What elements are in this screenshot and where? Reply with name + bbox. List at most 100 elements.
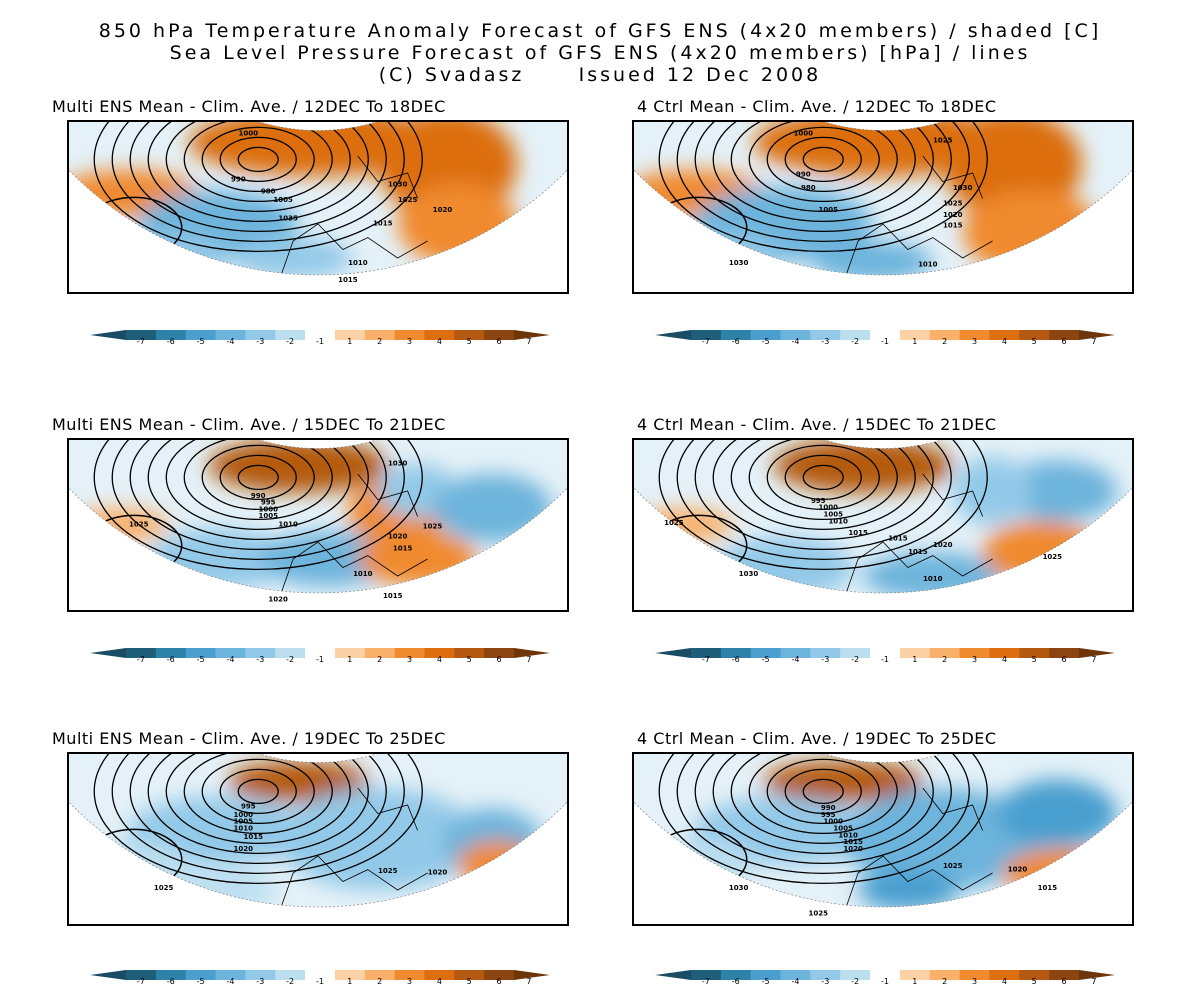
map-outline <box>634 754 1132 908</box>
color-scale-tick-label: -1 <box>316 977 324 986</box>
color-scale-tick-label: -2 <box>286 977 295 986</box>
color-scale-graphic <box>90 648 550 658</box>
header-line-1: 850 hPa Temperature Anomaly Forecast of … <box>98 20 1102 42</box>
color-scale-max-arrow <box>1079 970 1115 980</box>
anomaly-region <box>432 474 553 542</box>
isobar-label: 1000 <box>823 818 843 826</box>
isobar-label: 1020 <box>433 206 453 214</box>
color-scale-tick-label: -7 <box>136 655 145 664</box>
color-scale-segment <box>899 970 931 980</box>
isobar-label: 1015 <box>943 221 963 229</box>
color-scale-segment <box>1049 330 1080 340</box>
color-scale-graphic <box>655 970 1115 980</box>
isobar-label: 1005 <box>833 825 853 833</box>
isobar-label: 1030 <box>739 570 759 578</box>
anomaly-region <box>997 779 1118 848</box>
isobar-label: 1020 <box>234 845 254 853</box>
color-scale-tick-label: 6 <box>496 655 502 664</box>
isobar-line <box>93 754 423 885</box>
isobar-line <box>694 440 952 551</box>
color-scale-tick-label: -5 <box>761 977 770 986</box>
isobar-line <box>111 440 405 561</box>
color-scale-segment <box>899 648 931 658</box>
color-scale-min-arrow <box>90 648 126 658</box>
isobar-label: 990 <box>251 492 266 500</box>
isobar-line <box>748 754 898 835</box>
isobar-line <box>748 122 898 203</box>
color-scale-tick-label: 4 <box>1001 655 1007 664</box>
isobar-line <box>766 444 880 511</box>
color-scale-segment <box>454 970 485 980</box>
isobar-line <box>784 136 862 183</box>
color-scale-segment <box>484 330 515 340</box>
color-scale-tick-label: 7 <box>1091 977 1097 986</box>
isobar-label: 1030 <box>729 259 749 267</box>
color-scale-tick-label: -5 <box>196 977 205 986</box>
color-scale-segment <box>989 970 1020 980</box>
color-scale-segment <box>959 648 990 658</box>
color-scale-segment <box>215 648 246 658</box>
isobar-label: 1025 <box>398 196 418 204</box>
color-scale-segment <box>959 330 990 340</box>
isobar-line <box>676 122 970 243</box>
isobar-label: 1025 <box>664 519 684 527</box>
color-scale-tick-label: -7 <box>136 977 145 986</box>
isobar-label: 1005 <box>823 511 843 519</box>
color-scale-tick-label: -1 <box>881 655 889 664</box>
color-scale-segment <box>1049 970 1080 980</box>
isobar-label: 1025 <box>809 910 829 918</box>
color-scale-tick-label: -2 <box>851 977 860 986</box>
color-scale-tick-label: -3 <box>821 337 830 346</box>
color-scale: -7 -6 -5 -4 -3 -2 -1 1 2 3 4 5 6 7 <box>655 644 1115 666</box>
color-scale-segment <box>155 970 187 980</box>
isobar-line <box>237 146 279 173</box>
map-outline <box>69 440 567 594</box>
isobar-label: 1015 <box>338 276 358 284</box>
isobar-line <box>658 440 988 571</box>
isobar-label: 1020 <box>933 541 953 549</box>
isobar-label: 1000 <box>818 504 838 512</box>
color-scale-segment <box>780 330 811 340</box>
isobar-label: 980 <box>801 184 816 192</box>
anomaly-region <box>457 840 538 889</box>
isobar-label: 1010 <box>923 575 943 583</box>
color-scale-segment <box>305 648 336 658</box>
isobar-line <box>201 444 315 511</box>
color-scale-tick-label: 2 <box>377 337 383 346</box>
color-scale-tick-label: -1 <box>881 337 889 346</box>
isobar-label: 1015 <box>843 838 863 846</box>
color-scale-segment <box>720 970 752 980</box>
color-scale-tick-label: -3 <box>821 655 830 664</box>
isobar-label: 995 <box>241 802 256 810</box>
isobar-line <box>694 754 952 865</box>
color-scale-tick-label: 4 <box>436 337 442 346</box>
color-scale-tick-label: -5 <box>761 337 770 346</box>
color-scale-tick-label: 3 <box>971 655 978 664</box>
color-scale-tick-label: 1 <box>912 337 918 346</box>
header-line-3: (C) Svadasz Issued 12 Dec 2008 <box>378 64 822 86</box>
color-scale-segment <box>215 330 246 340</box>
color-scale-tick-label: 5 <box>466 337 472 346</box>
color-scale-tick-label: 2 <box>377 977 383 986</box>
isobar-label: 1015 <box>908 548 928 556</box>
color-scale-segment <box>870 970 901 980</box>
color-scale-segment <box>454 648 485 658</box>
color-scale-segment <box>275 330 306 340</box>
anomaly-region <box>663 234 784 276</box>
isobar-label: 1020 <box>388 533 408 541</box>
color-scale-tick-label: 6 <box>1061 977 1067 986</box>
color-scale-segment <box>810 648 841 658</box>
anomaly-region <box>233 237 353 276</box>
isobar-label: 990 <box>821 804 836 812</box>
color-scale-tick-label: -4 <box>226 337 235 346</box>
isobar-label: 1005 <box>273 196 293 204</box>
isobar-label: 990 <box>231 176 246 184</box>
color-scale-segment <box>185 970 217 980</box>
isobar-label: 1015 <box>393 545 413 553</box>
coastline <box>277 787 428 908</box>
isobar-label: 1020 <box>943 211 963 219</box>
isobar-label: 1030 <box>388 181 408 189</box>
color-scale-segment <box>275 648 306 658</box>
color-scale-tick-label: -6 <box>166 337 175 346</box>
